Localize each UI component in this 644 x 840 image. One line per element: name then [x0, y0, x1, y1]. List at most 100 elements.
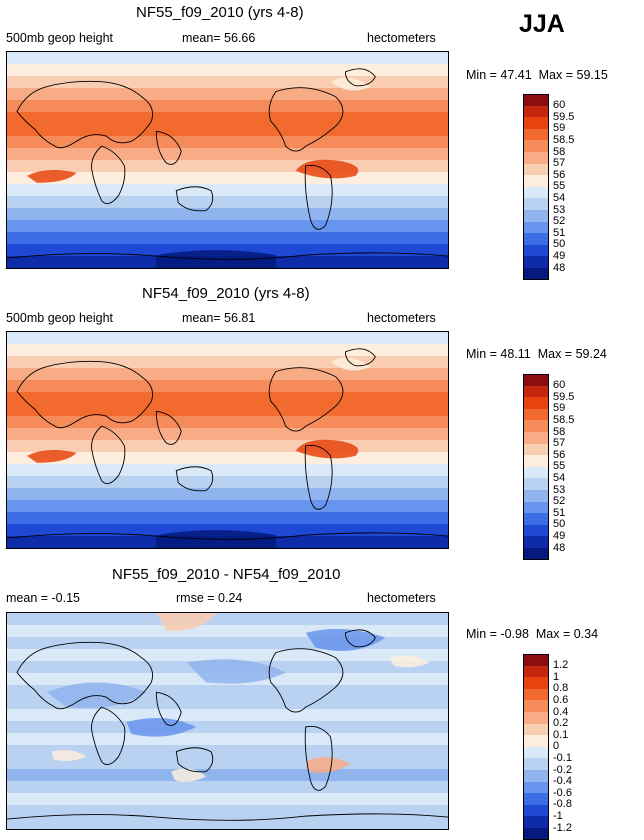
map-band — [7, 52, 448, 65]
panel-1-max-value: 59.15 — [576, 68, 608, 82]
panel-3-legend: 1.2 1 0.8 0.6 0.4 0.2 0.1 0 -0.1 -0.2 -0.4 -0.6 -0.8… — [523, 654, 572, 840]
legend-label: 55 — [553, 460, 566, 473]
map-band — [7, 768, 448, 782]
map-band — [7, 195, 448, 209]
coastline — [91, 425, 126, 485]
coastline — [155, 130, 182, 165]
map-band — [7, 744, 448, 758]
legend-frame — [523, 94, 549, 280]
legend-frame — [523, 654, 549, 840]
panel-3-max-label: Max = — [535, 627, 571, 641]
panel-1-field-label: 500mb geop height — [6, 31, 114, 45]
panel-1-max-label: Max = — [538, 68, 574, 82]
legend-label: 56 — [553, 168, 566, 181]
legend-label: 52 — [553, 215, 566, 228]
field-feature — [26, 450, 77, 463]
panel-2-map — [6, 331, 449, 549]
coastline — [345, 348, 376, 367]
panel-2-max-value: 59.24 — [575, 347, 607, 361]
map-band — [7, 793, 448, 806]
map-band — [7, 99, 448, 113]
coastline — [345, 68, 376, 87]
map-band — [7, 512, 448, 525]
coastline — [7, 532, 448, 540]
field-feature — [126, 718, 197, 737]
legend-label: 55 — [553, 180, 566, 193]
legend-label: 60 — [553, 99, 566, 112]
panel-2-max-label: Max = — [537, 347, 573, 361]
coastline — [175, 747, 214, 773]
legend-label: 49 — [553, 249, 566, 262]
legend-label: 0 — [553, 740, 560, 753]
legend-label: 57 — [553, 437, 566, 450]
map-band — [7, 781, 448, 794]
map-band — [7, 817, 448, 829]
field-feature — [26, 170, 77, 183]
legend-label: -0.6 — [553, 786, 572, 799]
map-band — [7, 207, 448, 221]
map-band — [7, 183, 448, 197]
map-band — [7, 112, 448, 125]
panel-1-min-value: 47.41 — [500, 68, 532, 82]
panel-3-rmse-label: rmse = 0.24 — [176, 591, 243, 605]
panel-2-min-label: Min = — [466, 347, 497, 361]
map-band — [7, 232, 448, 245]
panel-1-legend: 60 59.5 59 58.5 58 57 56 55 54 53 52 51 50 49 48 — [523, 94, 574, 280]
map-band — [7, 475, 448, 489]
legend-label: 59.5 — [553, 390, 575, 403]
legend-label: 57 — [553, 157, 566, 170]
map-band — [7, 343, 448, 357]
panel-2-map-svg — [7, 332, 448, 548]
coastline — [175, 186, 214, 212]
legend-label: 51 — [553, 506, 566, 519]
coastline — [16, 360, 154, 429]
field-feature — [51, 750, 87, 762]
panel-3-mean-label: mean = -0.15 — [6, 591, 81, 605]
legend-label: 50 — [553, 518, 566, 531]
coastline — [16, 641, 154, 710]
coastline — [268, 367, 344, 432]
legend-label: 54 — [553, 471, 566, 484]
legend-label: 58.5 — [553, 413, 575, 426]
panel-2-min-value: 48.11 — [500, 347, 531, 361]
panel-3-map-svg — [7, 613, 448, 829]
panel-3-units: hectometers — [367, 591, 436, 605]
coastline — [345, 629, 376, 648]
legend-label: -1.2 — [553, 821, 572, 834]
legend-label: -1 — [553, 809, 563, 822]
legend-label: 58 — [553, 425, 566, 438]
panel-1-min-label: Min = — [466, 68, 497, 82]
map-band — [7, 367, 448, 381]
panel-1-map-svg — [7, 52, 448, 268]
panel-1-mean-label: mean= 56.66 — [182, 31, 256, 45]
map-band — [7, 392, 448, 405]
map-band — [7, 87, 448, 101]
map-band — [7, 428, 448, 441]
legend-label: 59 — [553, 402, 566, 415]
panel-2-legend: 60 59.5 59 58.5 58 57 56 55 54 53 52 51 50 49 48 — [523, 374, 574, 560]
field-feature — [295, 159, 359, 179]
map-band — [7, 805, 448, 818]
map-band — [7, 732, 448, 746]
map-band — [7, 124, 448, 137]
map-band — [7, 440, 448, 453]
legend-label: 58.5 — [553, 133, 575, 146]
coastline — [91, 145, 126, 205]
field-feature — [330, 357, 371, 371]
season-label: JJA — [519, 10, 565, 38]
map-band — [7, 709, 448, 722]
panel-2-units: hectometers — [367, 311, 436, 325]
legend-label: 54 — [553, 191, 566, 204]
panel-2-field-label: 500mb geop height — [6, 311, 114, 325]
legend-label: 52 — [553, 495, 566, 508]
legend-label: 0.2 — [553, 717, 569, 730]
map-band — [7, 721, 448, 734]
coastline — [304, 165, 333, 230]
panel-2-title: NF54_f09_2010 (yrs 4-8) — [142, 285, 310, 302]
field-feature — [305, 757, 351, 773]
legend-label: 51 — [553, 226, 566, 239]
map-band — [7, 148, 448, 161]
panel-3-minmax: Min = -0.98 Max = 0.34 — [466, 627, 598, 641]
legend-label: 1 — [553, 670, 560, 683]
map-band — [7, 624, 448, 638]
